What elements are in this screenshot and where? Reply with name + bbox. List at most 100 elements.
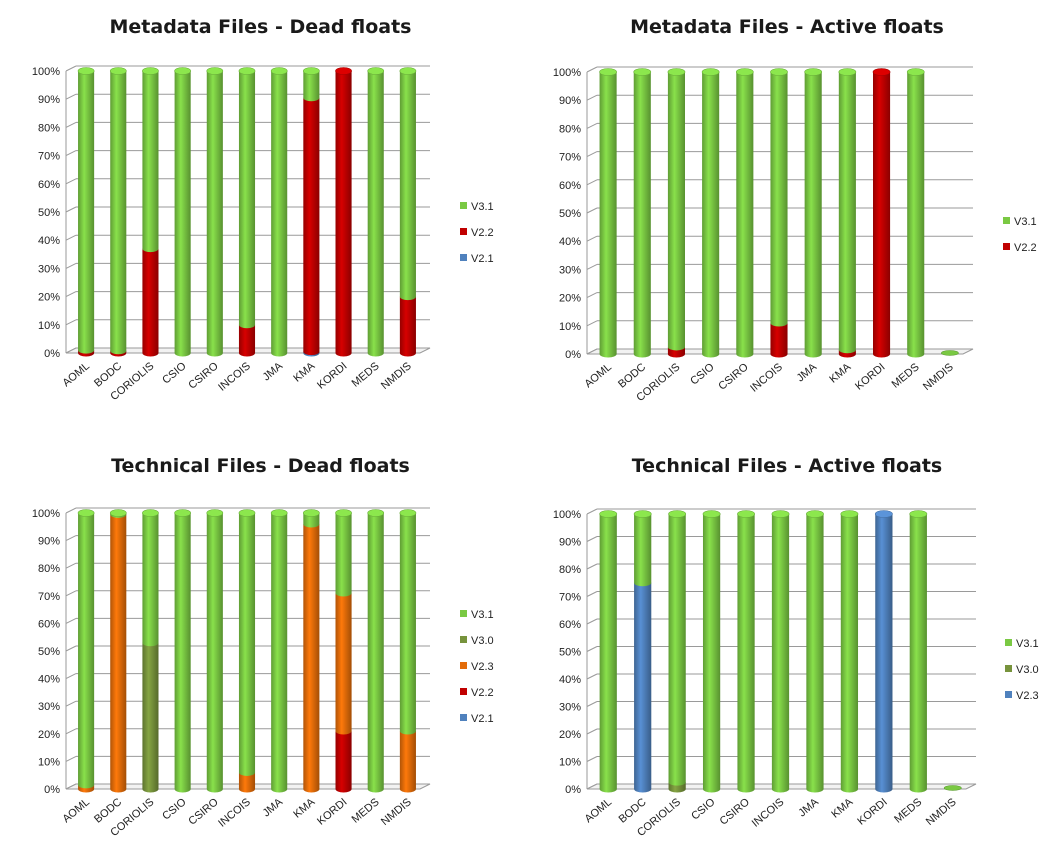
- x-tick-label: AOML: [583, 796, 615, 825]
- legend-label: V3.0: [1016, 664, 1039, 676]
- bar-cap: [633, 510, 652, 518]
- bar-segment: [142, 248, 159, 357]
- bar-segment: [303, 513, 320, 528]
- bar-cap: [270, 67, 288, 75]
- y-tick-label: 20%: [559, 729, 581, 741]
- bar-segment: [668, 514, 686, 786]
- y-tick-label: 30%: [38, 263, 60, 275]
- gridline-depth: [586, 673, 598, 680]
- legend-label: V2.2: [471, 227, 494, 239]
- gridline-depth: [65, 93, 77, 100]
- y-tick-label: 0%: [565, 784, 581, 796]
- bar-segment: [873, 72, 891, 358]
- gridline-depth: [65, 206, 77, 213]
- y-tick-label: 80%: [559, 564, 581, 576]
- bar-cap: [270, 509, 288, 517]
- bar-cap-empty: [943, 785, 962, 791]
- bar-cap: [737, 510, 755, 518]
- x-tick-label: KMA: [829, 796, 855, 821]
- gridline-depth: [65, 507, 77, 514]
- gridline-depth: [586, 646, 598, 652]
- x-tick-label: KMA: [291, 796, 317, 821]
- y-tick-label: 90%: [559, 95, 581, 107]
- y-tick-label: 80%: [559, 123, 581, 135]
- bar-cap: [109, 509, 127, 517]
- x-tick-label: JMA: [261, 796, 286, 820]
- y-tick-label: 10%: [38, 320, 60, 332]
- legend-swatch: [460, 610, 467, 617]
- bar-segment: [335, 593, 352, 735]
- bar-segment: [367, 71, 384, 357]
- bar-segment: [399, 71, 416, 301]
- legend-label: V3.1: [1016, 638, 1039, 650]
- x-tick-label: NMDIS: [924, 796, 959, 828]
- legend-swatch: [460, 636, 467, 643]
- bar-segment: [238, 772, 256, 793]
- y-tick-label: 80%: [38, 122, 60, 134]
- y-tick-label: 100%: [553, 67, 581, 79]
- chart-title: Metadata Files - Active floats: [630, 16, 944, 38]
- y-tick-label: 90%: [38, 536, 60, 548]
- bar-segment: [335, 513, 352, 597]
- legend-label: V2.1: [471, 253, 494, 265]
- bar-cap: [633, 68, 652, 76]
- bar-segment: [702, 514, 721, 793]
- legend-swatch: [1003, 217, 1010, 224]
- y-tick-label: 30%: [559, 702, 581, 714]
- x-tick-label: CSIRO: [186, 796, 221, 828]
- bar-segment: [271, 71, 288, 357]
- bar-segment: [303, 97, 320, 356]
- x-tick-label: MEDS: [890, 361, 922, 391]
- legend-label: V3.1: [471, 609, 494, 621]
- bar-segment: [634, 582, 652, 793]
- gridline-depth: [65, 150, 77, 157]
- x-tick-label: MEDS: [350, 796, 382, 826]
- y-tick-label: 70%: [559, 152, 581, 164]
- bar-segment: [174, 71, 191, 357]
- bar-cap: [804, 68, 823, 76]
- gridline-depth: [586, 179, 598, 186]
- bar-cap: [238, 67, 256, 75]
- bar-segment: [634, 514, 652, 587]
- gridline-depth: [586, 563, 598, 570]
- y-tick-label: 40%: [38, 674, 60, 686]
- x-tick-label: INCOIS: [748, 361, 785, 395]
- gridline-depth: [65, 590, 77, 597]
- y-tick-label: 50%: [559, 208, 581, 220]
- bar-cap: [174, 509, 191, 517]
- bar-cap: [701, 68, 720, 76]
- bar-segment: [238, 513, 256, 776]
- y-tick-label: 0%: [44, 348, 60, 360]
- x-tick-label: NMDIS: [379, 360, 414, 392]
- y-tick-label: 10%: [559, 321, 581, 333]
- bar-segment: [770, 72, 788, 327]
- gridline-depth: [586, 536, 598, 542]
- legend-swatch: [460, 688, 467, 695]
- x-tick-label: KMA: [291, 360, 317, 385]
- bar-segment: [335, 71, 352, 357]
- gridline-depth: [586, 618, 598, 625]
- bar-cap: [335, 67, 352, 75]
- gridline-depth: [586, 508, 598, 515]
- x-tick-label: JMA: [796, 796, 821, 820]
- legend-swatch: [460, 254, 467, 261]
- x-tick-label: NMDIS: [921, 361, 956, 393]
- gridline-depth: [65, 755, 77, 762]
- bar-cap: [874, 510, 893, 518]
- y-tick-label: 60%: [559, 619, 581, 631]
- x-tick-label: CSIO: [688, 361, 717, 388]
- x-tick-label: KORDI: [855, 796, 889, 828]
- legend-label: V2.1: [471, 713, 494, 725]
- x-tick-label: KORDI: [315, 796, 349, 828]
- gridline-depth: [586, 151, 598, 158]
- bar-segment: [771, 514, 790, 793]
- bar-cap: [806, 510, 824, 518]
- bar-cap: [174, 67, 191, 75]
- x-tick-label: CSIO: [689, 796, 718, 823]
- bar-cap: [909, 510, 928, 518]
- bar-cap: [142, 509, 159, 517]
- chart-svg: 0%10%20%30%40%50%60%70%80%90%100%AOML BOD…: [32, 507, 494, 839]
- legend-swatch: [460, 662, 467, 669]
- gridline-depth: [65, 617, 77, 624]
- y-tick-label: 40%: [559, 674, 581, 686]
